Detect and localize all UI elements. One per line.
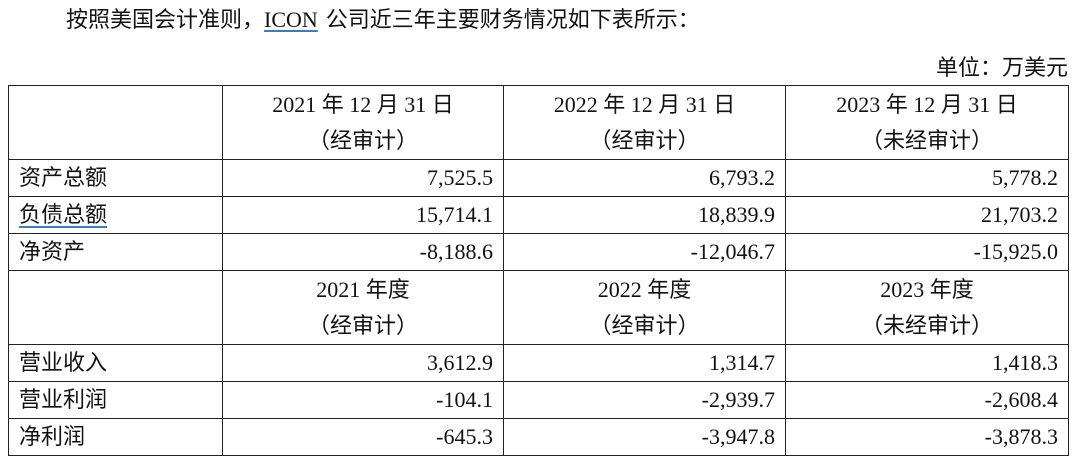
header-line: （经审计） (307, 127, 418, 153)
value-cell: 21,703.2 (785, 196, 1069, 234)
value: -3,878.3 (984, 424, 1058, 449)
value: -645.3 (436, 424, 493, 449)
value: 6,793.2 (709, 165, 775, 190)
value-cell: 18,839.9 (503, 196, 786, 234)
value-cell: 1,418.3 (785, 344, 1069, 382)
row-label: 净资产 (19, 239, 86, 264)
data-row: 营业收入 3,612.9 1,314.7 1,418.3 (8, 344, 1069, 382)
header-line: （经审计） (589, 312, 700, 338)
value: 7,525.5 (427, 165, 493, 190)
unit-label: 单位：万美元 (935, 55, 1068, 80)
value-cell: 3,612.9 (222, 344, 504, 382)
value-cell: 6,793.2 (503, 159, 786, 197)
data-row: 营业利润 -104.1 -2,939.7 -2,608.4 (8, 381, 1069, 419)
header-cell (8, 270, 223, 345)
data-row: 负债总额 15,714.1 18,839.9 21,703.2 (8, 196, 1069, 234)
header-cell: 2023 年 12 月 31 日 （未经审计） (785, 85, 1069, 160)
finance-table: 2021 年 12 月 31 日 （经审计） 2022 年 12 月 31 日 （经审… (8, 85, 1069, 456)
value-cell: -12,046.7 (503, 233, 786, 271)
header-line: （经审计） (589, 127, 700, 153)
value: -3,947.8 (701, 424, 775, 449)
value-cell: -2,608.4 (785, 381, 1069, 419)
header-line: 2022 年度 (597, 276, 692, 302)
label-cell: 负债总额 (8, 196, 223, 234)
header-line: 2023 年 12 月 31 日 (836, 91, 1018, 117)
header-line: 2022 年 12 月 31 日 (553, 91, 736, 117)
value-cell: -15,925.0 (785, 233, 1069, 271)
value: -12,046.7 (690, 239, 775, 264)
header-row: 2021 年 12 月 31 日 （经审计） 2022 年 12 月 31 日 （经审… (8, 85, 1069, 160)
intro-after: 公司近三年主要财务情况如下表所示： (325, 7, 700, 32)
row-label: 净利润 (19, 424, 86, 449)
data-row: 资产总额 7,525.5 6,793.2 5,778.2 (8, 159, 1069, 197)
intro-before: 按照美国会计准则， (66, 7, 265, 32)
header-cell: 2021 年度 （经审计） (222, 270, 504, 345)
label-cell: 营业收入 (8, 344, 223, 382)
intro-link[interactable]: ICON (264, 7, 318, 32)
header-line: （未经审计） (860, 312, 993, 338)
value-cell: -8,188.6 (222, 233, 504, 271)
data-row: 净资产 -8,188.6 -12,046.7 -15,925.0 (8, 233, 1069, 271)
value-cell: -2,939.7 (503, 381, 786, 419)
label-cell: 营业利润 (8, 381, 223, 419)
label-cell: 净资产 (8, 233, 223, 271)
value-cell: 15,714.1 (222, 196, 504, 234)
header-cell (8, 85, 223, 160)
header-cell: 2022 年度 （经审计） (503, 270, 786, 345)
value: 1,314.7 (709, 350, 775, 375)
value: 3,612.9 (427, 350, 493, 375)
intro-text: 按照美国会计准则，ICON 公司近三年主要财务情况如下表所示： (66, 4, 700, 36)
value-cell: -104.1 (222, 381, 504, 419)
value: 21,703.2 (981, 202, 1058, 227)
header-cell: 2022 年 12 月 31 日 （经审计） (503, 85, 786, 160)
label-cell: 资产总额 (8, 159, 223, 197)
header-cell: 2021 年 12 月 31 日 （经审计） (222, 85, 504, 160)
header-line: 2021 年 12 月 31 日 (272, 91, 454, 117)
value-cell: 7,525.5 (222, 159, 504, 197)
row-label: 资产总额 (19, 165, 108, 190)
value: 1,418.3 (992, 350, 1058, 375)
value: -2,608.4 (984, 387, 1058, 412)
row-label: 营业收入 (19, 350, 108, 375)
header-line: （经审计） (307, 312, 418, 338)
table-body: 2021 年 12 月 31 日 （经审计） 2022 年 12 月 31 日 （经审… (8, 85, 1069, 456)
value: -15,925.0 (973, 239, 1058, 264)
value: -2,939.7 (701, 387, 775, 412)
value: 18,839.9 (698, 202, 775, 227)
value: -104.1 (436, 387, 493, 412)
row-label: 负债总额 (19, 202, 108, 227)
header-line: （未经审计） (860, 127, 993, 153)
header-row: 2021 年度 （经审计） 2022 年度 （经审计） 2023 年度 （未经审计） (8, 270, 1069, 345)
value-cell: -3,878.3 (785, 418, 1069, 456)
value: 15,714.1 (416, 202, 493, 227)
header-cell: 2023 年度 （未经审计） (785, 270, 1069, 345)
value: -8,188.6 (419, 239, 493, 264)
header-line: 2021 年度 (316, 276, 410, 302)
value: 5,778.2 (992, 165, 1058, 190)
data-row: 净利润 -645.3 -3,947.8 -3,878.3 (8, 418, 1069, 456)
row-label: 营业利润 (19, 387, 108, 412)
value-cell: 1,314.7 (503, 344, 786, 382)
header-line: 2023 年度 (880, 276, 974, 302)
label-cell: 净利润 (8, 418, 223, 456)
value-cell: -645.3 (222, 418, 504, 456)
value-cell: 5,778.2 (785, 159, 1069, 197)
value-cell: -3,947.8 (503, 418, 786, 456)
